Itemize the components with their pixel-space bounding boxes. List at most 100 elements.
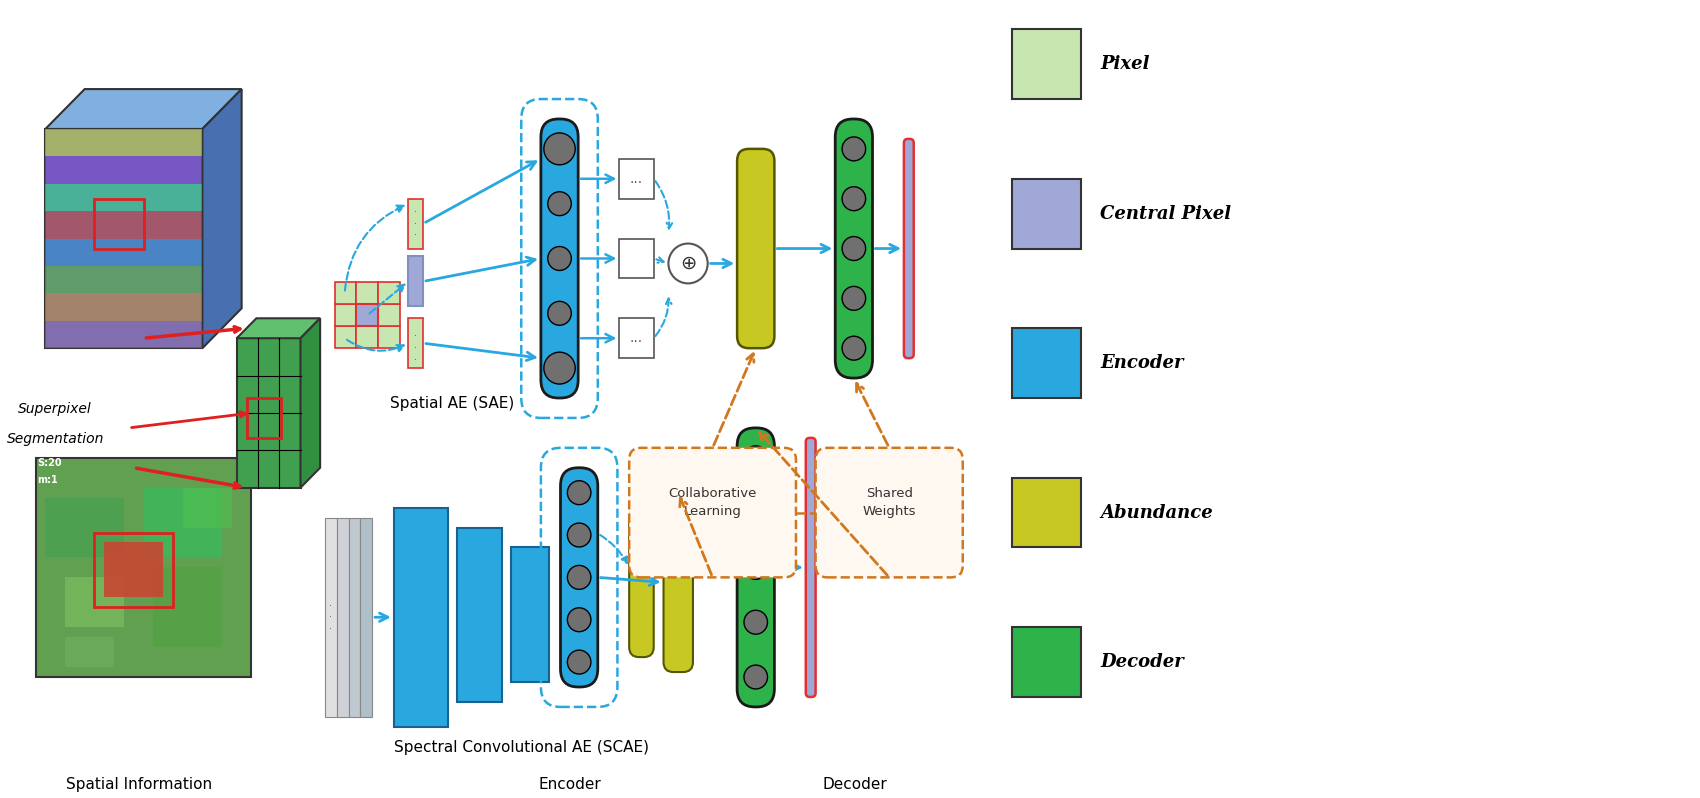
Text: Encoder: Encoder: [539, 776, 602, 792]
Circle shape: [842, 336, 865, 360]
Bar: [143, 488, 223, 558]
Polygon shape: [46, 211, 202, 239]
Text: Spatial Information: Spatial Information: [66, 776, 212, 792]
Text: ...: ...: [631, 172, 643, 186]
Bar: [95, 532, 173, 607]
Circle shape: [668, 243, 707, 283]
Polygon shape: [46, 266, 202, 294]
Bar: [619, 159, 654, 199]
Bar: [95, 199, 143, 248]
Bar: [408, 318, 423, 368]
Polygon shape: [46, 239, 202, 266]
Bar: [619, 239, 654, 279]
Circle shape: [568, 480, 592, 504]
Bar: [153, 567, 223, 647]
FancyBboxPatch shape: [738, 149, 775, 348]
Bar: [46, 498, 124, 558]
Bar: [394, 508, 447, 727]
Text: m:1: m:1: [37, 475, 58, 484]
FancyBboxPatch shape: [561, 468, 598, 687]
Bar: [65, 578, 124, 627]
Polygon shape: [46, 129, 202, 156]
Text: Superpixel: Superpixel: [19, 402, 92, 416]
Bar: [335, 326, 357, 348]
Text: S:20: S:20: [37, 458, 63, 468]
Circle shape: [568, 523, 592, 547]
FancyBboxPatch shape: [904, 139, 913, 358]
Polygon shape: [46, 321, 202, 348]
Bar: [325, 518, 337, 717]
Text: ·
·
·: · · ·: [330, 601, 333, 634]
Bar: [36, 458, 252, 677]
Bar: [348, 518, 360, 717]
Polygon shape: [301, 318, 320, 488]
Circle shape: [745, 500, 767, 524]
Circle shape: [745, 610, 767, 634]
Bar: [337, 518, 348, 717]
Text: Collaborative
Learning: Collaborative Learning: [668, 487, 756, 518]
Bar: [246, 398, 280, 438]
Bar: [1012, 328, 1081, 398]
FancyBboxPatch shape: [738, 428, 775, 707]
Circle shape: [547, 247, 571, 271]
FancyBboxPatch shape: [629, 448, 796, 578]
Polygon shape: [46, 156, 202, 184]
Polygon shape: [46, 294, 202, 321]
FancyBboxPatch shape: [816, 448, 962, 578]
Circle shape: [568, 608, 592, 632]
Text: Encoder: Encoder: [1100, 354, 1183, 372]
Bar: [357, 304, 377, 326]
Text: Spectral Convolutional AE (SCAE): Spectral Convolutional AE (SCAE): [394, 740, 649, 755]
Bar: [357, 304, 377, 326]
Circle shape: [547, 192, 571, 215]
Circle shape: [842, 236, 865, 260]
FancyBboxPatch shape: [663, 492, 694, 672]
Bar: [65, 637, 114, 667]
FancyBboxPatch shape: [629, 508, 654, 657]
Text: Abundance: Abundance: [1100, 504, 1212, 522]
Circle shape: [842, 286, 865, 310]
Bar: [1012, 179, 1081, 248]
Text: ...: ...: [631, 331, 643, 346]
Bar: [357, 326, 377, 348]
Bar: [457, 527, 501, 702]
Polygon shape: [236, 338, 301, 488]
Circle shape: [547, 302, 571, 326]
Text: Spatial AE (SAE): Spatial AE (SAE): [391, 396, 515, 411]
Text: Central Pixel: Central Pixel: [1100, 204, 1231, 223]
FancyBboxPatch shape: [835, 119, 872, 378]
Circle shape: [544, 133, 575, 165]
Polygon shape: [46, 129, 202, 348]
Bar: [377, 326, 399, 348]
Bar: [360, 518, 372, 717]
Bar: [408, 199, 423, 248]
Bar: [1012, 627, 1081, 697]
Circle shape: [745, 665, 767, 689]
Polygon shape: [202, 89, 241, 348]
Bar: [1012, 478, 1081, 547]
Bar: [335, 282, 357, 304]
Polygon shape: [46, 184, 202, 211]
Bar: [335, 304, 357, 326]
Circle shape: [842, 137, 865, 161]
Circle shape: [745, 555, 767, 579]
Text: Shared
Weights: Shared Weights: [862, 487, 916, 518]
Text: Segmentation: Segmentation: [7, 432, 104, 446]
Text: Decoder: Decoder: [823, 776, 887, 792]
FancyBboxPatch shape: [541, 119, 578, 398]
Bar: [512, 547, 549, 682]
Bar: [408, 256, 423, 306]
Text: ·
·
·: · · ·: [415, 207, 416, 240]
Text: ·
·
·: · · ·: [415, 332, 416, 365]
FancyBboxPatch shape: [806, 438, 816, 697]
Bar: [184, 488, 231, 527]
Text: Decoder: Decoder: [1100, 653, 1183, 671]
Circle shape: [568, 650, 592, 674]
Text: Pixel: Pixel: [1100, 55, 1149, 73]
Circle shape: [544, 352, 575, 384]
Bar: [104, 543, 163, 598]
Polygon shape: [46, 89, 241, 129]
Circle shape: [568, 566, 592, 590]
Polygon shape: [236, 318, 320, 338]
Bar: [1012, 30, 1081, 99]
